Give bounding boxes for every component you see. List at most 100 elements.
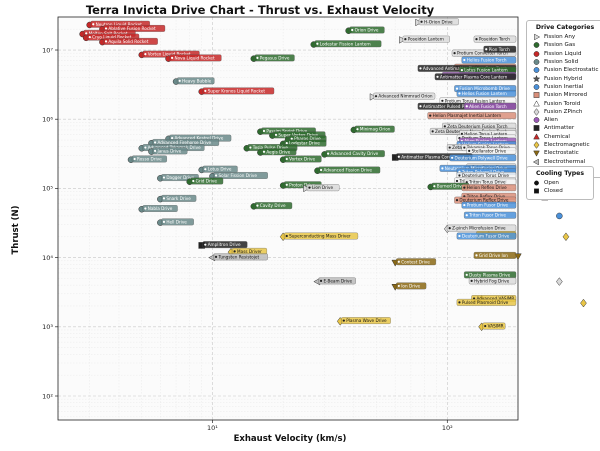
data-point-label-dot <box>420 20 423 23</box>
data-point-label: Protium Fusor Drive <box>467 203 509 208</box>
data-point-label-box <box>318 166 381 174</box>
data-point: Alien Fusion Torch <box>464 102 517 110</box>
data-point-label-box <box>456 90 517 97</box>
data-point-label-box <box>461 184 517 192</box>
data-point: Nabla Drive <box>138 205 178 213</box>
legend-label: Chemical <box>544 133 570 140</box>
legend-item: Chemical <box>532 133 598 141</box>
data-point: Advanced Nimmrad Orion <box>369 92 436 101</box>
data-point-label: Grid Drive Ion <box>479 253 508 258</box>
y-tick-label: 10⁴ <box>42 254 53 262</box>
data-point-label: Helion Reflex Drive <box>467 185 507 190</box>
data-point: Lion Drive <box>303 184 340 193</box>
data-point-label-dot <box>326 152 330 155</box>
data-point-label: Nabla Drive <box>148 206 173 211</box>
legend-marker <box>533 84 540 90</box>
data-point: Hell Drive <box>157 218 194 226</box>
data-point-label: E-Beam Drive <box>323 278 352 283</box>
data-point-label-dot <box>290 137 293 140</box>
data-point-label-dot <box>397 284 400 288</box>
data-point-marker <box>415 18 423 27</box>
legend-marker <box>533 108 540 116</box>
data-point-label-dot <box>153 141 157 144</box>
data-point-label-dot <box>436 75 439 78</box>
data-point-label: Helios Fusion Lantern <box>462 91 507 96</box>
data-point-label-box <box>434 73 517 81</box>
data-point-label-dot <box>448 146 451 149</box>
legend-marker <box>533 50 540 57</box>
data-point-label-dot <box>204 89 207 93</box>
legend-rows: Fission Any Fission Gas Fission Liquid Fiss… <box>532 33 598 174</box>
data-point-label: Alien Fusion Torch <box>469 104 507 109</box>
data-point-label-dot <box>262 150 266 153</box>
data-point-label-dot <box>465 105 468 108</box>
data-point: Aquila Solid Rocket <box>99 37 158 46</box>
data-point-label-dot <box>463 146 466 149</box>
legend-marker <box>533 141 540 149</box>
data-point: Pegasus Drive <box>250 54 295 62</box>
data-point-label-dot <box>463 203 466 207</box>
data-point-label-dot <box>192 179 195 183</box>
data-point-label-dot <box>214 255 218 258</box>
data-point: Zeta Deuterium Fusion Torch <box>442 122 517 130</box>
data-point: Pulsed Plasmoid Drive <box>456 298 587 308</box>
data-point-label: Protium Converter Torch <box>457 51 508 56</box>
data-point-label: Triton Reflex Drive <box>466 194 506 199</box>
data-point-label-box <box>283 155 322 163</box>
data-point-label: Lotus Drive <box>208 167 232 172</box>
data-point-label-dot <box>144 207 147 210</box>
data-point-label-box <box>461 201 517 209</box>
data-point-label: Mass Driver <box>237 249 262 254</box>
major-grid <box>58 17 518 420</box>
x-tick-label: 10² <box>442 424 453 432</box>
data-point-label-box <box>402 35 450 43</box>
data-point-label-dot <box>162 176 166 179</box>
data-point: Lotus Drive <box>198 165 238 174</box>
data-point-label-dot <box>308 186 311 189</box>
data-point-label-dot <box>178 79 181 82</box>
data-point: Pion Torch <box>483 45 517 53</box>
data-point-label-dot <box>204 168 207 171</box>
data-point-label-dot <box>455 199 459 202</box>
data-point: Orion Drive <box>345 26 385 34</box>
legend-label: Fusion Hybrid <box>544 75 583 82</box>
chart-title: Terra Invicta Drive Chart - Thrust vs. E… <box>85 3 435 17</box>
data-point: Superconducting Mass Driver <box>279 232 359 242</box>
data-point-label-box <box>169 54 222 62</box>
legend-label: Electrothermal <box>544 158 586 165</box>
data-point-label-box <box>464 211 517 219</box>
data-point-label: Lotus Fusion Lantern <box>464 68 508 73</box>
data-point-label: Advanced Fission Drive <box>323 168 372 173</box>
data-point-label-dot <box>460 132 463 135</box>
data-point-marker <box>556 212 563 220</box>
data-point-label-dot <box>92 23 95 26</box>
data-point-label-dot <box>170 137 174 140</box>
data-point-label-box <box>213 172 268 179</box>
data-point-label: Triton Fusor Drive <box>468 213 506 218</box>
data-point-label-dot <box>274 133 278 136</box>
data-point-label-dot <box>104 27 108 30</box>
data-point-label-box <box>354 125 395 133</box>
data-point-label: Z-pinch Microfusion Drive <box>452 226 506 231</box>
data-point-label-dot <box>443 125 446 128</box>
cooling-legend-title: Cooling Types <box>535 170 585 177</box>
data-point-label-box <box>456 298 517 306</box>
data-point-label-dot <box>104 40 108 43</box>
data-point-label: Dagger Drive <box>166 175 194 180</box>
data-point-label-box <box>161 218 194 226</box>
legend-label: Electromagnetic <box>544 142 590 148</box>
data-point-label-box <box>318 277 356 285</box>
data-point-label: Rosso Drive <box>137 156 162 161</box>
y-tick-label: 10⁶ <box>42 116 53 124</box>
data-point-label-box <box>306 184 340 192</box>
legend-item: Fission Any <box>532 33 598 41</box>
data-point-label: Lodestar Drive <box>289 141 320 146</box>
data-point-label: VASIMR <box>488 324 504 329</box>
data-point-label: Pulsed Plasmoid Drive <box>462 300 509 305</box>
data-point-label: Antimatter Plasma Core Drive <box>401 154 464 159</box>
data-point-label-dot <box>484 324 487 328</box>
data-point-label: Orion Drive <box>355 28 379 33</box>
data-point-label-dot <box>475 38 478 41</box>
data-point-label-box <box>396 282 427 290</box>
data-point-label-dot <box>463 186 466 189</box>
